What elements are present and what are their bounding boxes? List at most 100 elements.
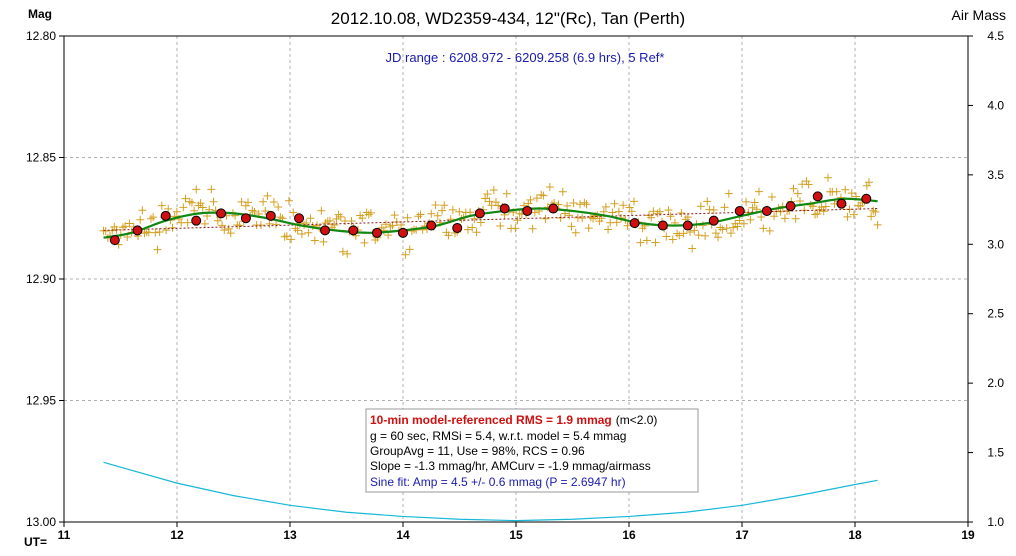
y2-tick-label: 3.5	[987, 168, 1004, 182]
measurement-point	[259, 197, 268, 206]
x-axis-label: UT=	[24, 535, 47, 549]
group-average-point	[629, 218, 640, 229]
measurement-point	[565, 211, 574, 220]
measurement-point	[755, 187, 764, 196]
measurement-point	[319, 237, 328, 246]
measurement-point	[209, 197, 218, 206]
measurement-point	[125, 219, 134, 228]
measurement-point	[545, 183, 554, 192]
measurement-point	[276, 213, 285, 222]
measurement-point	[207, 185, 216, 194]
group-average-point	[191, 215, 202, 226]
measurement-point	[226, 229, 235, 238]
air-mass-curve	[103, 461, 878, 522]
measurement-point	[804, 180, 813, 189]
y2-tick-label: 2.0	[987, 376, 1004, 390]
group-average-point	[761, 205, 772, 216]
measurement-point	[330, 221, 339, 230]
measurement-point	[563, 201, 572, 210]
measurement-point	[304, 228, 313, 237]
measurement-point	[862, 181, 871, 190]
measurement-point	[364, 210, 373, 219]
group-average-point	[499, 203, 510, 214]
measurement-point	[556, 213, 565, 222]
measurement-point	[317, 206, 326, 215]
stats-line-5: Sine fit: Amp = 4.5 +/- 0.6 mmag (P = 2.…	[370, 475, 626, 489]
group-average-point	[657, 220, 668, 231]
measurement-point	[647, 213, 656, 222]
measurement-point	[582, 200, 591, 209]
measurement-point	[213, 216, 222, 225]
measurement-point	[718, 225, 727, 234]
trend-line	[103, 208, 878, 231]
stats-line-4: Slope = -1.3 mmag/hr, AMCurv = -1.9 mmag…	[370, 459, 651, 473]
measurement-point	[366, 208, 375, 217]
y2-tick-label: 3.0	[987, 237, 1004, 251]
chart-title: 2012.10.08, WD2359-434, 12"(Rc), Tan (Pe…	[331, 9, 685, 28]
y-axis-label: Mag	[28, 7, 52, 21]
measurement-point	[703, 197, 712, 206]
measurement-point	[742, 197, 751, 206]
measurement-point	[770, 212, 779, 221]
measurement-point	[440, 201, 449, 210]
measurement-point	[627, 207, 636, 216]
stats-line-3: GroupAvg = 11, Use = 98%, RCS = 0.96	[370, 444, 585, 458]
measurement-point	[759, 224, 768, 233]
measurement-point	[824, 173, 833, 182]
y-tick-label: 12.90	[26, 272, 56, 286]
measurement-point	[200, 219, 209, 228]
measurement-point	[675, 231, 684, 240]
measurement-point	[873, 220, 882, 229]
measurement-point	[604, 225, 613, 234]
measurement-point	[528, 224, 537, 233]
x-tick-label: 18	[848, 528, 862, 542]
measurement-point	[795, 197, 804, 206]
measurement-point	[821, 202, 830, 211]
measurement-point	[791, 214, 800, 223]
measurement-point	[291, 224, 300, 233]
measurement-point	[136, 215, 145, 224]
measurement-point	[869, 206, 878, 215]
measurement-point	[668, 235, 677, 244]
measurement-point	[168, 223, 177, 232]
group-average-point	[452, 222, 463, 233]
measurement-point	[653, 209, 662, 218]
measurement-point	[813, 209, 822, 218]
measurement-point	[187, 198, 196, 207]
group-average-point	[132, 225, 143, 236]
jd-range-annotation: JD range : 6208.972 - 6209.258 (6.9 hrs)…	[386, 50, 665, 65]
measurement-point	[325, 216, 334, 225]
measurement-point	[405, 245, 414, 254]
stats-rms-text: 10-min model-referenced RMS = 1.9 mmag	[370, 413, 612, 427]
measurement-point	[625, 203, 634, 212]
stats-line-rms: 10-min model-referenced RMS = 1.9 mmag (m…	[370, 413, 657, 427]
measurement-point	[287, 235, 296, 244]
measurement-point	[360, 238, 369, 247]
measurement-point	[580, 198, 589, 207]
y2-tick-label: 1.5	[987, 446, 1004, 460]
measurement-point	[455, 207, 464, 216]
measurement-point	[666, 212, 675, 221]
measurement-point	[612, 218, 621, 227]
y2-tick-label: 2.5	[987, 307, 1004, 321]
measurement-point	[332, 215, 341, 224]
measurement-point	[619, 201, 628, 210]
stats-box: 10-min model-referenced RMS = 1.9 mmag (m…	[365, 408, 699, 493]
measurement-point	[338, 247, 347, 256]
stats-line-2: g = 60 sec, RMSi = 5.4, w.r.t. model = 5…	[370, 429, 626, 443]
measurement-point	[662, 232, 671, 241]
measurement-point	[739, 219, 748, 228]
model-fit-curve	[103, 197, 878, 239]
group-average-point	[785, 201, 796, 212]
measurement-point	[817, 203, 826, 212]
y2-axis-label: Air Mass	[952, 7, 1006, 23]
measurement-point	[849, 210, 858, 219]
measurement-point	[716, 223, 725, 232]
measurement-point	[802, 177, 811, 186]
measurement-point	[491, 198, 500, 207]
measurement-point	[714, 233, 723, 242]
measurement-point	[263, 191, 272, 200]
measurement-point	[537, 190, 546, 199]
stats-box-frame	[365, 408, 699, 493]
